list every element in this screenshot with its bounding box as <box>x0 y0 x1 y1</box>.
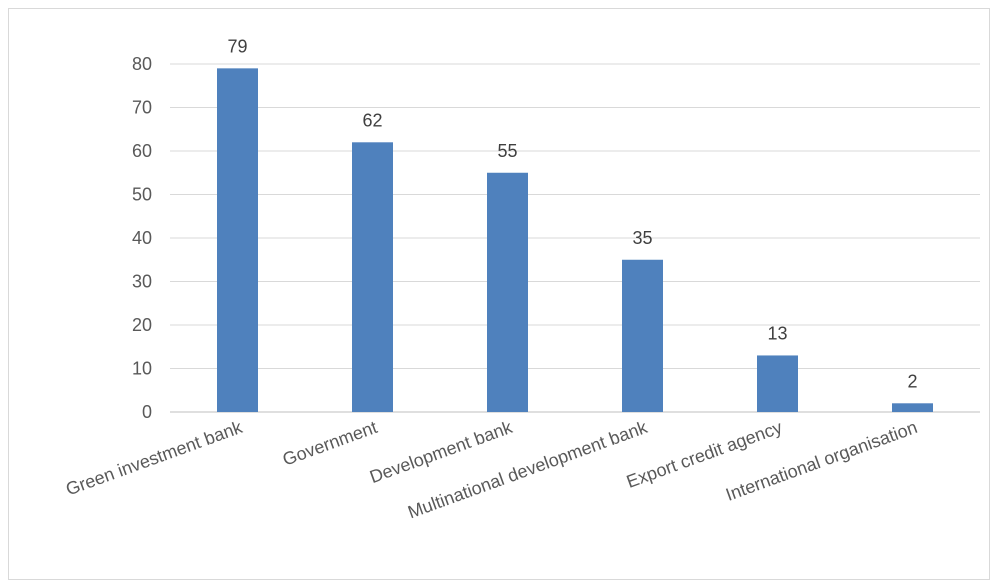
y-tick-label: 10 <box>132 359 152 379</box>
data-label: 55 <box>497 141 517 161</box>
bars <box>217 68 933 413</box>
y-tick-label: 50 <box>132 185 152 205</box>
bar <box>757 355 798 412</box>
y-tick-label: 20 <box>132 315 152 335</box>
data-label: 79 <box>227 36 247 56</box>
y-tick-label: 70 <box>132 98 152 118</box>
bar <box>892 403 933 412</box>
data-label: 35 <box>632 228 652 248</box>
data-labels: 79 62 55 35 13 2 <box>227 36 917 391</box>
y-tick-label: 60 <box>132 141 152 161</box>
y-tick-label: 40 <box>132 228 152 248</box>
bar <box>487 172 528 412</box>
x-category-label: Green investment bank <box>63 417 246 500</box>
bar <box>352 142 393 413</box>
data-label: 2 <box>907 371 917 391</box>
y-tick-label: 0 <box>142 402 152 422</box>
data-label: 13 <box>767 323 787 343</box>
y-tick-label: 80 <box>132 54 152 74</box>
bar <box>217 68 258 412</box>
x-category-label: Multinational development bank <box>405 417 651 523</box>
x-axis-category-labels: Green investment bank GovernmentDevelopme… <box>63 417 920 523</box>
x-category-label: Government <box>280 417 380 470</box>
data-label: 62 <box>362 110 382 130</box>
y-tick-label: 30 <box>132 272 152 292</box>
gridlines <box>170 63 980 413</box>
bar <box>622 259 663 412</box>
y-axis-tick-labels: 0 10 20 30 40 50 60 70 80 <box>132 54 152 422</box>
